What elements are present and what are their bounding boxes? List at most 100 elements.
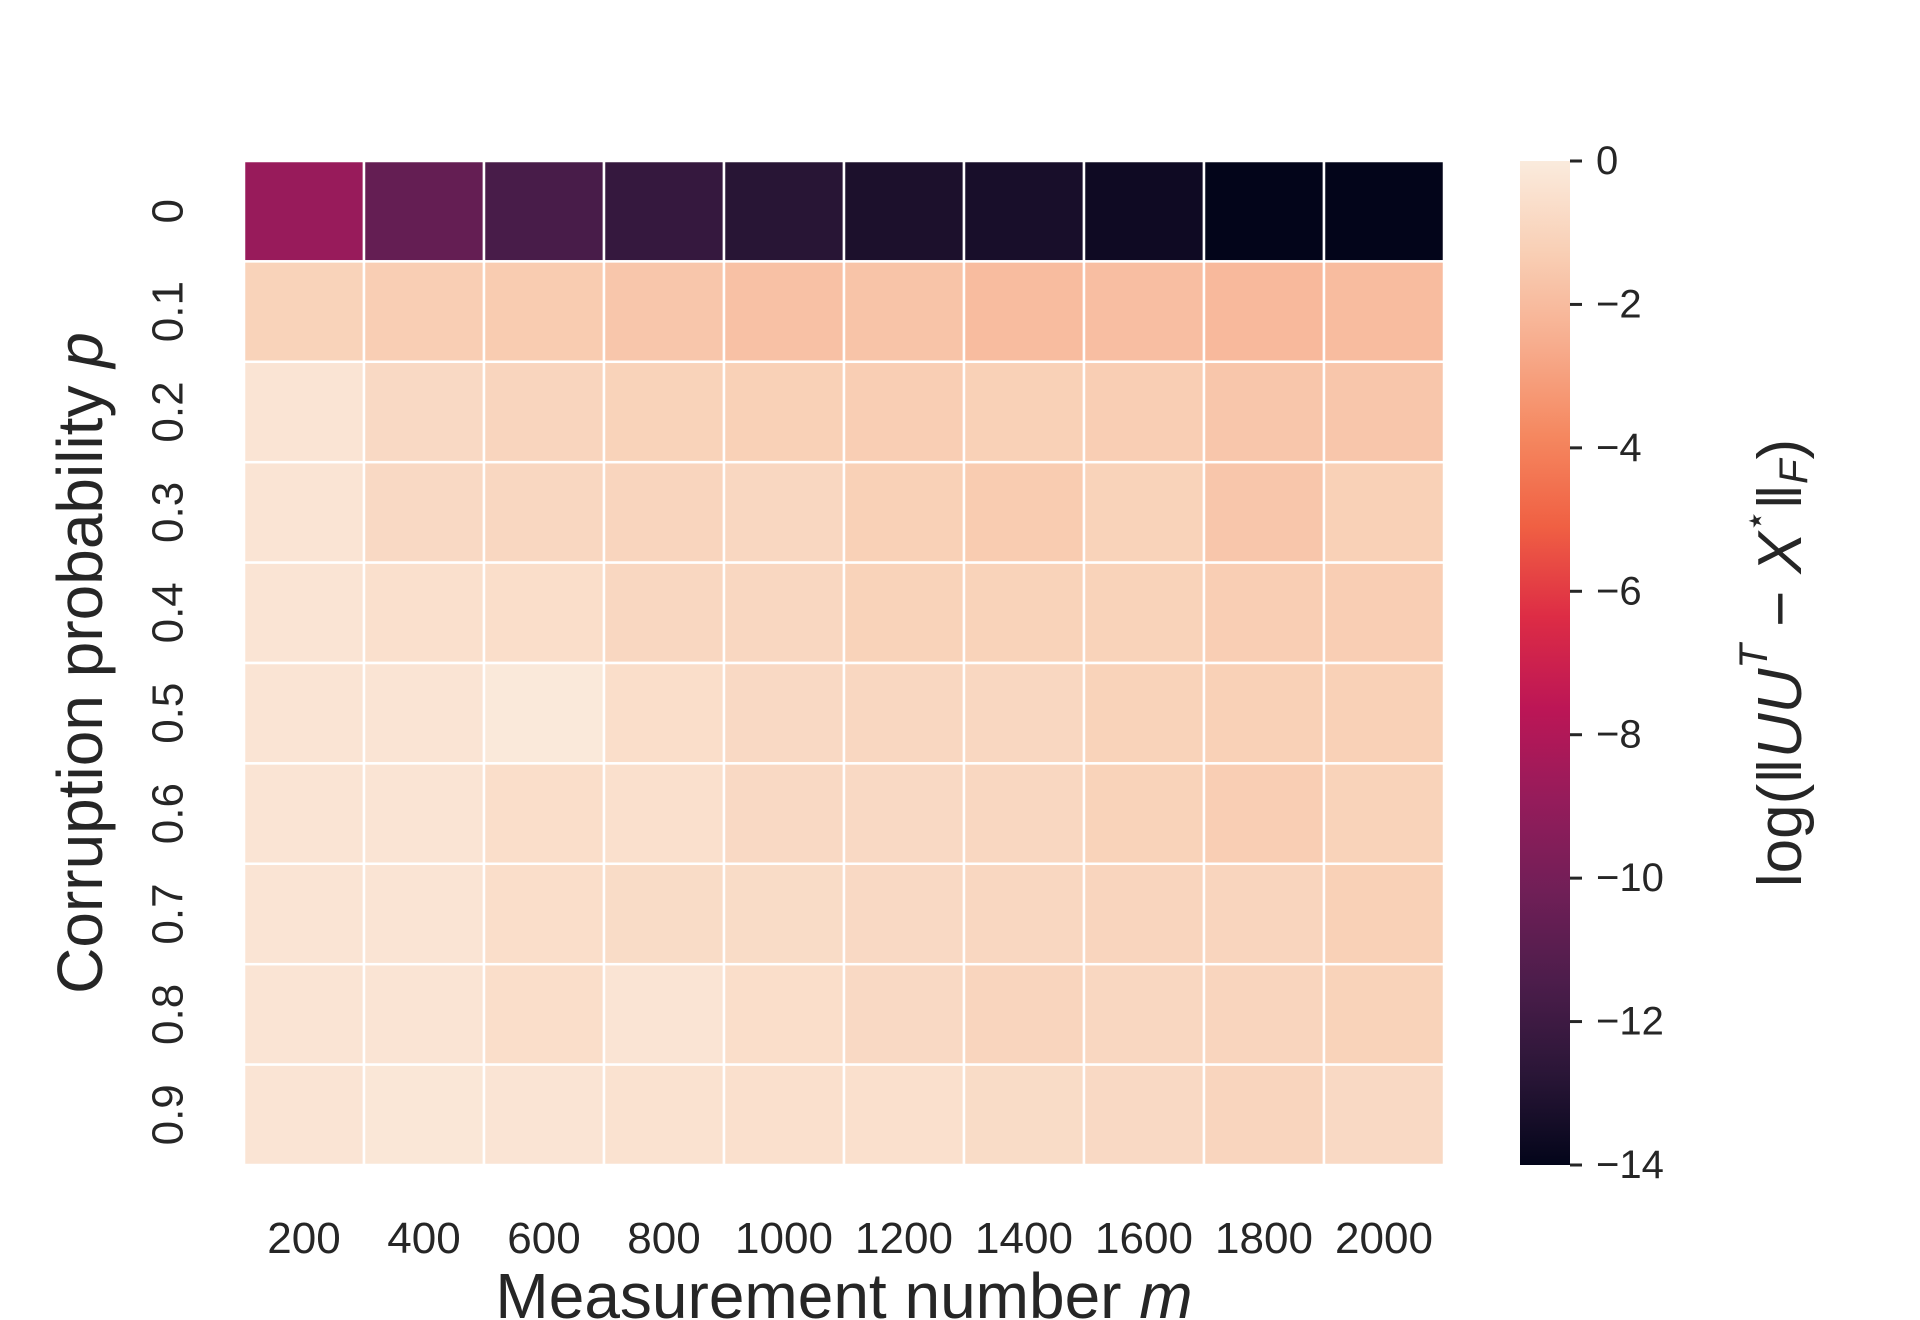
heatmap-cell	[482, 159, 606, 263]
colorbar: 0 −2 −4 −6 −8 −10 −12 −14	[1520, 139, 1664, 1187]
heatmap-cell	[1322, 962, 1446, 1066]
colorbar-gradient	[1520, 161, 1570, 1165]
heatmap-cell	[1322, 159, 1446, 263]
heatmap-cell	[602, 661, 726, 765]
x-tick-labels: 200 400 600 800 1000 1200 1400 1600 1800 2000	[267, 1214, 1433, 1263]
heatmap-cell	[842, 762, 966, 866]
colorbar-tick-label: −14	[1596, 1143, 1664, 1187]
heatmap-cell	[1082, 460, 1206, 564]
heatmap-cell	[242, 661, 366, 765]
x-tick-label: 1200	[855, 1214, 953, 1263]
heatmap-cell	[842, 962, 966, 1066]
heatmap-cell	[1082, 661, 1206, 765]
y-tick-label: 0.4	[144, 582, 193, 643]
heatmap-cell	[602, 460, 726, 564]
colorbar-label-u: UU	[1746, 667, 1815, 758]
heatmap-cell	[362, 661, 486, 765]
heatmap-cell	[1202, 260, 1326, 364]
heatmap-cell	[1082, 1063, 1206, 1167]
heatmap-cell	[482, 561, 606, 665]
colorbar-label: log(‖UUT − X⋆‖F)	[1732, 439, 1816, 887]
heatmap-cell	[842, 561, 966, 665]
heatmap-cell	[722, 762, 846, 866]
heatmap-cell	[962, 661, 1086, 765]
heatmap-cell	[1082, 862, 1206, 966]
heatmap-cell	[1322, 862, 1446, 966]
heatmap-cell	[962, 460, 1086, 564]
heatmap-cell	[962, 962, 1086, 1066]
y-tick-label: 0	[144, 199, 193, 223]
heatmap-cell	[842, 862, 966, 966]
colorbar-tick-label: −2	[1596, 282, 1642, 326]
heatmap-cells	[242, 159, 1446, 1167]
colorbar-label-x: X	[1746, 529, 1815, 575]
heatmap-cell	[722, 962, 846, 1066]
y-axis-title: Corruption probability p	[44, 332, 116, 994]
x-axis-title-space	[1121, 1260, 1139, 1320]
y-tick-labels: 0 0.1 0.2 0.3 0.4 0.5 0.6 0.7 0.8 0.9	[144, 199, 193, 1145]
heatmap-cell	[842, 661, 966, 765]
heatmap-cell	[1322, 561, 1446, 665]
heatmap-cell	[1322, 460, 1446, 564]
heatmap-cell	[362, 159, 486, 263]
colorbar-tick-label: −12	[1596, 1000, 1664, 1044]
x-tick-label: 2000	[1335, 1214, 1433, 1263]
heatmap-cell	[962, 159, 1086, 263]
heatmap-cell	[1322, 260, 1446, 364]
heatmap-cell	[362, 1063, 486, 1167]
heatmap-cell	[242, 260, 366, 364]
heatmap-cell	[602, 260, 726, 364]
x-tick-label: 1400	[975, 1214, 1073, 1263]
heatmap-cell	[962, 561, 1086, 665]
heatmap-cell	[722, 1063, 846, 1167]
y-axis-title-variable: p	[44, 332, 116, 370]
heatmap-cell	[482, 1063, 606, 1167]
colorbar-tick-label: −8	[1596, 713, 1642, 757]
colorbar-label-t: T	[1732, 642, 1776, 669]
heatmap-cell	[1202, 661, 1326, 765]
heatmap-cell	[482, 762, 606, 866]
heatmap-cell	[962, 762, 1086, 866]
heatmap-cell	[1322, 661, 1446, 765]
heatmap-cell	[242, 561, 366, 665]
x-axis-title-variable: m	[1139, 1260, 1192, 1320]
heatmap-cell	[362, 561, 486, 665]
heatmap-cell	[1202, 1063, 1326, 1167]
colorbar-label-close: )	[1746, 439, 1815, 460]
colorbar-label-minus: −	[1746, 573, 1815, 644]
y-tick-label: 0.7	[144, 883, 193, 944]
heatmap-cell	[1202, 561, 1326, 665]
colorbar-label-f: F	[1772, 457, 1816, 484]
heatmap-cell	[362, 360, 486, 464]
y-tick-label: 0.5	[144, 683, 193, 744]
x-tick-label: 800	[627, 1214, 700, 1263]
heatmap-cell	[1202, 159, 1326, 263]
heatmap-cell	[1202, 762, 1326, 866]
y-tick-label: 0.2	[144, 381, 193, 442]
heatmap-cell	[1202, 460, 1326, 564]
heatmap-cell	[962, 360, 1086, 464]
heatmap-cell	[1082, 260, 1206, 364]
heatmap-cell	[1082, 360, 1206, 464]
x-axis-title-text: Measurement number	[495, 1260, 1121, 1320]
y-tick-label: 0.9	[144, 1084, 193, 1145]
x-tick-label: 1800	[1215, 1214, 1313, 1263]
heatmap-cell	[242, 360, 366, 464]
colorbar-tick-label: −10	[1596, 856, 1664, 900]
x-tick-label: 1000	[735, 1214, 833, 1263]
x-axis-title: Measurement number m	[495, 1260, 1192, 1320]
heatmap-cell	[1082, 561, 1206, 665]
y-tick-label: 0.6	[144, 783, 193, 844]
heatmap-cell	[1202, 360, 1326, 464]
x-tick-label: 600	[507, 1214, 580, 1263]
x-tick-label: 1600	[1095, 1214, 1193, 1263]
colorbar-ticks: 0 −2 −4 −6 −8 −10 −12 −14	[1570, 139, 1664, 1187]
heatmap-cell	[242, 762, 366, 866]
heatmap-cell	[962, 260, 1086, 364]
heatmap-cell	[482, 460, 606, 564]
y-axis-title-text: Corruption probability	[44, 386, 116, 994]
heatmap-cell	[1322, 360, 1446, 464]
x-tick-label: 400	[387, 1214, 460, 1263]
heatmap-cell	[1322, 762, 1446, 866]
heatmap-cell	[602, 360, 726, 464]
